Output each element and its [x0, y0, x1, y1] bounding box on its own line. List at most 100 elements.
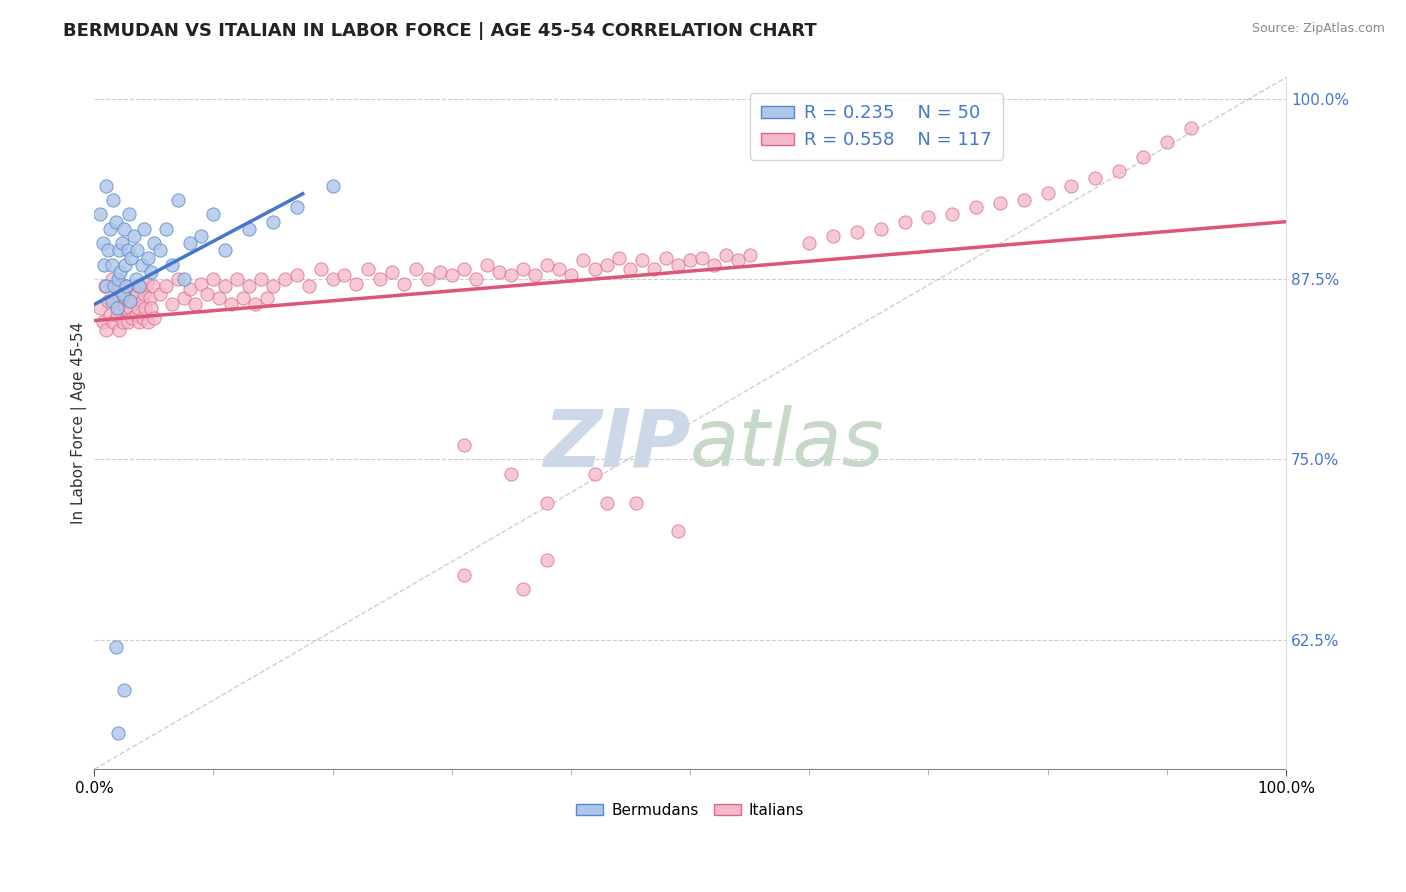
- Point: [112, 221, 135, 235]
- Point: [136, 316, 159, 330]
- Point: [94, 323, 117, 337]
- Point: [184, 297, 207, 311]
- Point: [107, 272, 129, 286]
- Point: [149, 286, 172, 301]
- Point: [131, 258, 153, 272]
- Point: [738, 248, 761, 262]
- Point: [1180, 120, 1202, 135]
- Point: [965, 200, 987, 214]
- Point: [190, 229, 212, 244]
- Point: [690, 251, 713, 265]
- Point: [631, 253, 654, 268]
- Point: [117, 316, 139, 330]
- Point: [160, 258, 183, 272]
- Point: [134, 286, 156, 301]
- Point: [108, 244, 131, 258]
- Point: [129, 279, 152, 293]
- Point: [262, 279, 284, 293]
- Point: [155, 221, 177, 235]
- Point: [679, 253, 702, 268]
- Point: [536, 496, 558, 510]
- Point: [626, 496, 648, 510]
- Text: BERMUDAN VS ITALIAN IN LABOR FORCE | AGE 45-54 CORRELATION CHART: BERMUDAN VS ITALIAN IN LABOR FORCE | AGE…: [63, 22, 817, 40]
- Point: [727, 253, 749, 268]
- Point: [285, 268, 308, 282]
- Point: [464, 272, 486, 286]
- Point: [333, 268, 356, 282]
- Point: [548, 262, 571, 277]
- Point: [160, 297, 183, 311]
- Point: [128, 316, 150, 330]
- Point: [845, 225, 868, 239]
- Point: [94, 178, 117, 193]
- Point: [94, 279, 117, 293]
- Point: [202, 207, 225, 221]
- Point: [141, 301, 163, 315]
- Point: [666, 524, 689, 539]
- Point: [89, 301, 111, 315]
- Point: [309, 262, 332, 277]
- Point: [322, 272, 344, 286]
- Point: [262, 214, 284, 228]
- Point: [893, 214, 915, 228]
- Point: [512, 582, 534, 596]
- Point: [941, 207, 963, 221]
- Point: [512, 262, 534, 277]
- Point: [179, 236, 201, 251]
- Point: [1084, 171, 1107, 186]
- Point: [103, 293, 125, 308]
- Point: [274, 272, 297, 286]
- Legend: Bermudans, Italians: Bermudans, Italians: [569, 797, 810, 824]
- Point: [125, 272, 148, 286]
- Point: [91, 316, 114, 330]
- Point: [117, 244, 139, 258]
- Point: [208, 291, 231, 305]
- Point: [166, 272, 188, 286]
- Point: [583, 262, 606, 277]
- Point: [101, 293, 124, 308]
- Point: [823, 229, 845, 244]
- Text: atlas: atlas: [690, 405, 884, 483]
- Point: [619, 262, 641, 277]
- Point: [115, 279, 138, 293]
- Point: [101, 258, 124, 272]
- Point: [127, 301, 149, 315]
- Point: [93, 258, 115, 272]
- Point: [453, 262, 475, 277]
- Point: [94, 279, 117, 293]
- Point: [104, 214, 127, 228]
- Point: [583, 467, 606, 481]
- Point: [110, 236, 132, 251]
- Point: [114, 258, 136, 272]
- Point: [666, 258, 689, 272]
- Point: [655, 251, 678, 265]
- Point: [173, 272, 195, 286]
- Point: [536, 258, 558, 272]
- Point: [103, 316, 125, 330]
- Point: [110, 301, 132, 315]
- Point: [226, 272, 249, 286]
- Point: [135, 277, 157, 291]
- Point: [125, 308, 148, 322]
- Point: [128, 279, 150, 293]
- Point: [120, 251, 142, 265]
- Point: [238, 221, 260, 235]
- Point: [136, 251, 159, 265]
- Point: [501, 467, 523, 481]
- Point: [440, 268, 463, 282]
- Point: [111, 286, 134, 301]
- Point: [118, 293, 141, 308]
- Point: [488, 265, 510, 279]
- Point: [112, 683, 135, 698]
- Point: [1036, 186, 1059, 200]
- Point: [134, 221, 156, 235]
- Point: [173, 291, 195, 305]
- Point: [142, 311, 165, 326]
- Point: [256, 291, 278, 305]
- Point: [91, 236, 114, 251]
- Point: [179, 282, 201, 296]
- Point: [127, 286, 149, 301]
- Y-axis label: In Labor Force | Age 45-54: In Labor Force | Age 45-54: [72, 322, 87, 524]
- Point: [214, 244, 236, 258]
- Point: [381, 265, 404, 279]
